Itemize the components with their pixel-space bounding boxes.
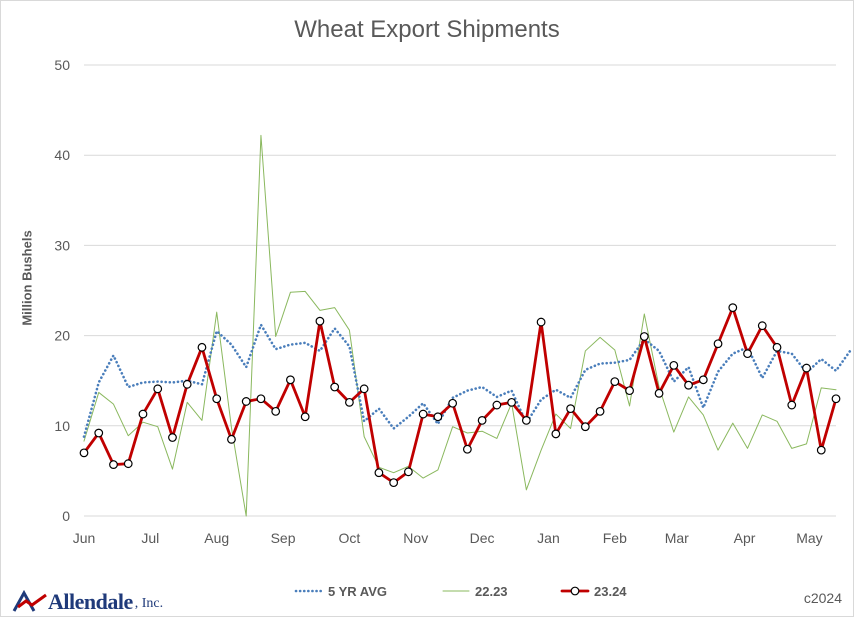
data-point-marker xyxy=(389,478,399,488)
data-point-marker xyxy=(713,339,723,349)
legend-item: 23.24 xyxy=(560,579,627,603)
data-point-marker xyxy=(625,386,634,396)
data-point-marker xyxy=(698,375,708,385)
x-tick-label: Jun xyxy=(73,530,96,546)
data-point-marker xyxy=(787,400,797,410)
data-point-marker xyxy=(743,349,752,359)
series-layer xyxy=(79,134,853,517)
data-point-marker xyxy=(492,400,502,410)
data-point-marker xyxy=(551,429,561,439)
gridlines xyxy=(84,64,836,517)
x-tick-label: Dec xyxy=(470,530,495,546)
legend-swatch xyxy=(442,590,470,592)
x-tick-label: Nov xyxy=(403,530,428,546)
y-tick-label: 0 xyxy=(62,508,70,524)
data-point-marker xyxy=(286,375,295,385)
data-point-marker xyxy=(418,409,428,419)
chart-title: Wheat Export Shipments xyxy=(294,16,560,43)
x-tick-labels: Jun Jul Aug Sep Oct Nov Dec Jan Feb Mar Apr May xyxy=(73,530,823,546)
x-tick-label: Mar xyxy=(665,530,689,546)
data-point-marker xyxy=(300,412,310,422)
series-line-22-23 xyxy=(83,134,837,517)
data-point-marker xyxy=(153,384,163,394)
data-point-marker xyxy=(403,467,413,477)
legend-swatch xyxy=(560,586,590,596)
legend-swatch xyxy=(294,589,324,593)
data-point-marker xyxy=(315,316,325,326)
data-point-marker xyxy=(831,394,841,404)
data-point-marker xyxy=(728,303,738,313)
y-tick-label: 50 xyxy=(54,57,70,73)
copyright-label: c2024 xyxy=(803,590,842,606)
logo-name: Allendale xyxy=(48,589,133,614)
data-point-marker xyxy=(802,363,811,373)
legend-label: 5 YR AVG xyxy=(328,583,388,599)
data-point-marker xyxy=(138,409,148,419)
data-point-marker xyxy=(595,406,605,416)
data-point-marker xyxy=(610,377,620,387)
x-tick-label: Jul xyxy=(141,530,159,546)
data-point-marker xyxy=(123,459,133,469)
allendale-logo-mark-icon xyxy=(12,589,47,612)
data-point-marker xyxy=(79,448,89,458)
data-point-marker xyxy=(168,433,177,442)
data-point-marker xyxy=(536,317,546,327)
y-tick-label: 30 xyxy=(54,237,70,253)
x-tick-label: Feb xyxy=(603,530,627,546)
data-point-marker xyxy=(256,394,266,404)
series-line-5-yr-avg xyxy=(82,323,853,438)
data-point-marker xyxy=(669,360,679,370)
legend-item: 22.23 xyxy=(441,579,508,603)
data-point-marker xyxy=(330,382,340,392)
data-point-marker xyxy=(477,415,487,425)
data-point-marker xyxy=(772,342,782,352)
data-point-marker xyxy=(212,394,222,404)
data-point-marker xyxy=(462,444,472,454)
data-point-marker xyxy=(757,321,767,331)
y-tick-label: 20 xyxy=(54,328,70,344)
legend-label: 23.24 xyxy=(594,583,627,599)
data-point-marker xyxy=(433,412,443,422)
x-tick-label: May xyxy=(796,530,822,546)
allendale-logo: Allendale , Inc. xyxy=(12,587,163,613)
x-tick-label: Oct xyxy=(339,530,361,546)
x-tick-label: Aug xyxy=(204,530,229,546)
data-point-marker xyxy=(566,404,575,414)
data-point-marker xyxy=(448,398,458,408)
data-point-marker xyxy=(816,445,826,455)
data-point-marker xyxy=(507,397,517,407)
x-tick-label: Sep xyxy=(271,530,296,546)
data-point-marker xyxy=(345,397,354,407)
x-tick-label: Apr xyxy=(734,530,756,546)
x-tick-label: Jan xyxy=(537,530,560,546)
data-point-marker xyxy=(654,388,664,398)
y-tick-labels: 0 10 20 30 40 50 xyxy=(54,57,70,524)
series-line-23-24 xyxy=(82,306,838,485)
data-point-marker xyxy=(639,332,649,341)
y-tick-label: 40 xyxy=(54,147,70,163)
legend: 5 YR AVG 22.23 23.24 xyxy=(0,579,854,603)
data-point-marker xyxy=(94,428,104,438)
y-tick-label: 10 xyxy=(54,418,70,434)
data-point-marker xyxy=(359,384,369,394)
legend-label: 22.23 xyxy=(475,583,508,599)
data-point-marker xyxy=(580,422,590,432)
data-point-marker xyxy=(521,415,531,425)
data-point-marker xyxy=(241,397,251,406)
legend-item: 5 YR AVG xyxy=(294,579,387,603)
data-point-marker xyxy=(197,342,207,352)
data-point-marker xyxy=(271,406,281,416)
data-point-marker xyxy=(684,380,693,390)
data-point-marker xyxy=(182,379,192,389)
logo-suffix: , Inc. xyxy=(134,596,164,611)
data-point-marker xyxy=(374,468,384,478)
data-point-marker xyxy=(227,434,236,444)
data-point-marker xyxy=(109,460,118,469)
